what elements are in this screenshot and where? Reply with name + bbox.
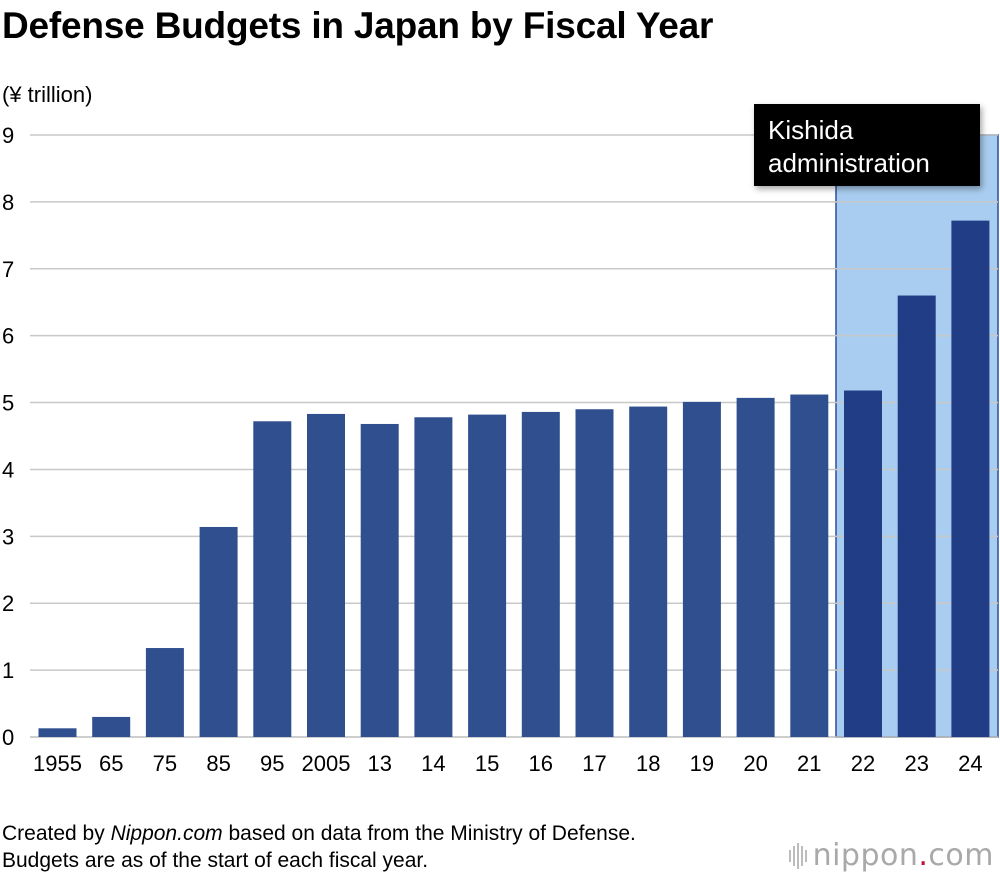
logo-text-tld: com [928, 838, 994, 873]
bar-65 [92, 716, 131, 737]
bar-17 [575, 409, 614, 737]
y-tick-label-9: 9 [2, 123, 14, 148]
bar-75 [145, 648, 184, 737]
x-tick-label-13: 13 [367, 751, 391, 776]
bar-22 [844, 390, 882, 737]
x-tick-label-85: 85 [206, 751, 230, 776]
x-tick-label-19: 19 [690, 751, 714, 776]
bar-24 [951, 220, 990, 737]
footer-source-name: Nippon.com [110, 822, 223, 845]
x-tick-label-65: 65 [99, 751, 123, 776]
bar-23 [897, 295, 936, 737]
bar-13 [360, 423, 399, 737]
logo-text-name: nippon [812, 838, 919, 873]
y-tick-label-8: 8 [2, 190, 14, 215]
bar-19 [682, 401, 721, 737]
x-tick-label-14: 14 [421, 751, 445, 776]
logo-bars-icon [788, 842, 807, 869]
chart-title: Defense Budgets in Japan by Fiscal Year [2, 5, 714, 46]
y-tick-label-5: 5 [2, 391, 14, 416]
bar-16 [521, 411, 560, 737]
x-tick-label-95: 95 [260, 751, 284, 776]
x-tick-label-21: 21 [797, 751, 821, 776]
bar-20 [736, 397, 775, 737]
kishida-annotation-box: Kishida administration [754, 104, 980, 186]
y-tick-label-1: 1 [2, 658, 14, 683]
x-tick-label-75: 75 [153, 751, 177, 776]
x-tick-label-15: 15 [475, 751, 499, 776]
logo-text-dot: . [918, 838, 929, 873]
x-tick-label-23: 23 [904, 751, 928, 776]
bar-18 [629, 406, 668, 737]
y-tick-label-4: 4 [2, 457, 14, 482]
x-tick-label-18: 18 [636, 751, 660, 776]
y-axis-unit-label: (¥ trillion) [2, 82, 93, 107]
y-tick-label-0: 0 [2, 725, 14, 750]
x-tick-label-2005: 2005 [302, 751, 351, 776]
bar-14 [414, 417, 453, 737]
x-tick-label-22: 22 [851, 751, 875, 776]
bar-2005 [307, 413, 345, 737]
y-tick-label-7: 7 [2, 257, 14, 282]
y-tick-label-6: 6 [2, 324, 14, 349]
footer-note-line: Budgets are as of the start of each fisc… [2, 849, 429, 872]
y-tick-label-3: 3 [2, 524, 14, 549]
x-tick-label-20: 20 [743, 751, 767, 776]
footer-prefix: Created by [2, 822, 111, 845]
bar-1955 [38, 728, 77, 737]
y-tick-label-2: 2 [2, 591, 14, 616]
x-tick-label-16: 16 [529, 751, 553, 776]
x-tick-label-17: 17 [582, 751, 606, 776]
bar-15 [468, 414, 507, 737]
bar-21 [790, 394, 829, 737]
bar-95 [253, 421, 292, 737]
chart-footer: Created by Nippon.com based on data from… [2, 820, 636, 874]
bar-85 [199, 526, 238, 737]
footer-suffix: based on data from the Ministry of Defen… [222, 822, 636, 845]
x-tick-label-1955: 1955 [33, 751, 82, 776]
kishida-annotation-label: Kishida administration [768, 115, 930, 178]
footer-source-line: Created by Nippon.com based on data from… [2, 820, 636, 847]
x-tick-label-24: 24 [958, 751, 982, 776]
nippon-logo: nippon.com [788, 838, 994, 873]
